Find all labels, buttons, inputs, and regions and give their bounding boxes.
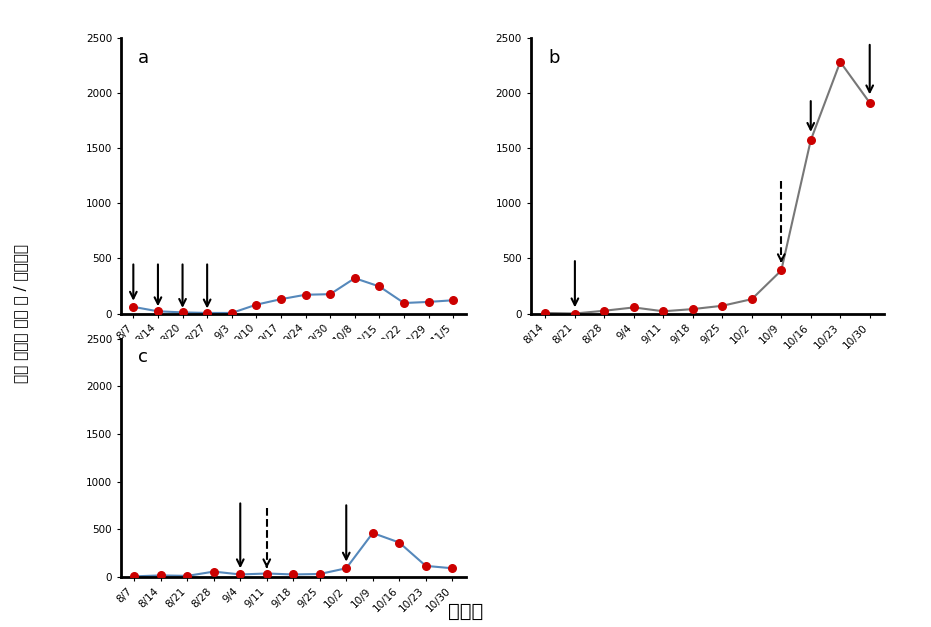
Point [744, 294, 759, 304]
Point [347, 273, 362, 283]
Point [127, 571, 142, 581]
Text: a: a [138, 49, 149, 66]
Point [199, 308, 214, 318]
Point [862, 98, 877, 108]
Point [249, 300, 263, 310]
Point [180, 571, 195, 581]
Point [774, 265, 789, 275]
Point [446, 295, 461, 305]
Point [298, 290, 313, 300]
Point [312, 569, 327, 579]
Point [597, 306, 612, 316]
Point [365, 528, 380, 538]
Text: 온실 가루이 성충 수 / 점착트랩: 온실 가루이 성충 수 / 점착트랩 [13, 244, 28, 383]
Point [286, 569, 301, 579]
Point [175, 307, 190, 317]
Point [538, 308, 553, 318]
Point [224, 308, 239, 318]
Point [397, 298, 412, 308]
Point [832, 57, 847, 67]
Point [685, 304, 700, 314]
Point [627, 302, 641, 312]
Point [445, 563, 460, 573]
Point [260, 569, 275, 579]
Point [418, 561, 433, 571]
Text: b: b [548, 49, 560, 66]
Point [803, 135, 818, 145]
Point [715, 301, 730, 311]
Text: 조사일: 조사일 [448, 602, 483, 621]
Point [207, 567, 222, 577]
Point [126, 302, 141, 312]
Point [274, 294, 289, 304]
Point [151, 306, 166, 316]
Point [323, 289, 338, 299]
Point [567, 308, 583, 319]
Point [392, 537, 407, 547]
Point [372, 282, 387, 292]
Point [655, 306, 670, 316]
Point [421, 297, 436, 307]
Point [154, 571, 169, 581]
Point [233, 569, 248, 579]
Point [339, 563, 354, 573]
Text: c: c [138, 348, 148, 366]
